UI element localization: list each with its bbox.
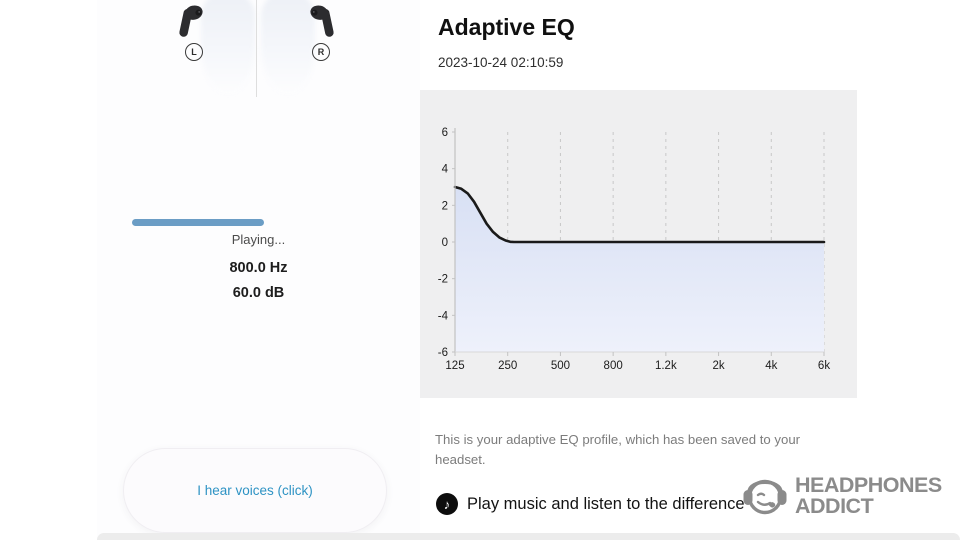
ear-silhouette-left bbox=[201, 0, 255, 94]
svg-text:6k: 6k bbox=[818, 360, 830, 372]
profile-description: This is your adaptive EQ profile, which … bbox=[435, 432, 801, 468]
svg-text:6: 6 bbox=[442, 127, 448, 139]
svg-text:0: 0 bbox=[442, 237, 448, 249]
headphones-addict-face-icon bbox=[743, 479, 787, 515]
play-music-row: ♪ Play music and listen to the differenc… bbox=[436, 491, 745, 517]
svg-text:250: 250 bbox=[498, 360, 517, 372]
svg-text:-2: -2 bbox=[438, 274, 448, 286]
phone-screenshot-panel: L R Playing... 800.0 Hz 60.0 dB I hear v… bbox=[97, 0, 420, 540]
svg-text:800: 800 bbox=[604, 360, 623, 372]
right-earbud-icon bbox=[310, 5, 334, 37]
test-level-value: 60.0 dB bbox=[232, 285, 285, 301]
playback-progress-bar bbox=[132, 219, 264, 226]
left-earbud-icon bbox=[179, 5, 203, 37]
svg-text:2: 2 bbox=[442, 200, 448, 212]
music-note-icon: ♪ bbox=[436, 493, 458, 515]
svg-text:500: 500 bbox=[551, 360, 570, 372]
i-hear-voices-button[interactable]: I hear voices (click) bbox=[123, 448, 387, 533]
bottom-panel-edge bbox=[97, 533, 960, 540]
ear-silhouette-right bbox=[261, 0, 315, 94]
test-frequency-value: 800.0 Hz bbox=[229, 260, 288, 276]
svg-text:4: 4 bbox=[442, 164, 449, 176]
svg-text:2k: 2k bbox=[712, 360, 724, 372]
svg-text:4k: 4k bbox=[765, 360, 777, 372]
svg-text:1.2k: 1.2k bbox=[655, 360, 677, 372]
page-title: Adaptive EQ bbox=[438, 14, 575, 40]
play-music-prompt: Play music and listen to the difference bbox=[467, 494, 745, 513]
right-bud-badge: R bbox=[312, 43, 330, 61]
svg-text:125: 125 bbox=[445, 360, 464, 372]
headphones-addict-watermark: HEADPHONES ADDICT bbox=[741, 470, 942, 522]
center-divider bbox=[256, 0, 257, 97]
i-hear-voices-label: I hear voices (click) bbox=[197, 483, 313, 498]
watermark-line1: HEADPHONES bbox=[795, 473, 942, 497]
left-bud-badge: L bbox=[185, 43, 203, 61]
svg-text:-6: -6 bbox=[438, 347, 448, 359]
watermark-line2: ADDICT bbox=[795, 494, 874, 518]
profile-timestamp: 2023-10-24 02:10:59 bbox=[438, 55, 564, 70]
svg-text:-4: -4 bbox=[438, 310, 449, 322]
playing-status: Playing... bbox=[231, 232, 286, 247]
eq-chart-panel: 6 4 2 0 -2 -4 -6 125 250 500 800 1.2k 2k 4k 6k bbox=[420, 90, 857, 398]
